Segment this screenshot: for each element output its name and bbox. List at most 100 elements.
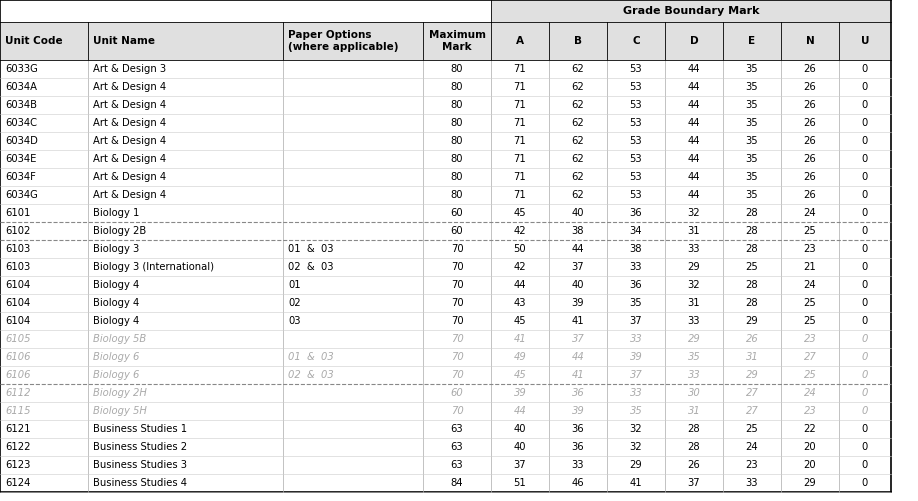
Text: 0: 0: [862, 226, 868, 236]
Text: 28: 28: [745, 244, 758, 254]
Text: 71: 71: [514, 118, 526, 128]
Text: 40: 40: [514, 442, 526, 452]
Text: 24: 24: [803, 280, 816, 290]
Text: 80: 80: [451, 100, 464, 110]
Text: 35: 35: [630, 406, 643, 416]
Text: 26: 26: [803, 136, 816, 146]
Bar: [0, 402, 891, 420]
Text: Biology 3: Biology 3: [93, 244, 140, 254]
Text: 20: 20: [803, 442, 816, 452]
Text: 6105: 6105: [5, 334, 30, 344]
Text: 37: 37: [514, 460, 526, 470]
Bar: [0, 168, 891, 186]
Text: 44: 44: [514, 280, 526, 290]
Text: 44: 44: [688, 190, 700, 200]
Text: 53: 53: [630, 64, 643, 74]
Text: 70: 70: [451, 334, 464, 344]
Text: 0: 0: [862, 370, 868, 380]
Text: 02  &  03: 02 & 03: [288, 370, 334, 380]
Text: 0: 0: [862, 154, 868, 164]
Text: 35: 35: [745, 64, 758, 74]
Text: 35: 35: [745, 190, 758, 200]
Bar: [0, 330, 891, 348]
Text: 53: 53: [630, 118, 643, 128]
Text: 45: 45: [514, 208, 526, 218]
Text: Business Studies 2: Business Studies 2: [93, 442, 187, 452]
Text: Biology 5B: Biology 5B: [93, 334, 146, 344]
Text: Art & Design 4: Art & Design 4: [93, 100, 166, 110]
Text: 36: 36: [572, 424, 585, 434]
Text: Biology 2H: Biology 2H: [93, 388, 147, 398]
Text: 36: 36: [572, 442, 585, 452]
Text: 70: 70: [451, 352, 464, 362]
Text: 44: 44: [572, 352, 585, 362]
Text: Business Studies 4: Business Studies 4: [93, 478, 187, 488]
Text: 70: 70: [451, 406, 464, 416]
Bar: [0, 348, 891, 366]
Text: 62: 62: [572, 64, 585, 74]
Text: 33: 33: [630, 334, 643, 344]
Text: Unit Code: Unit Code: [5, 36, 62, 46]
Text: 32: 32: [630, 442, 643, 452]
Text: Art & Design 4: Art & Design 4: [93, 154, 166, 164]
Text: 01  &  03: 01 & 03: [288, 352, 334, 362]
Text: 71: 71: [514, 190, 526, 200]
Text: 29: 29: [803, 478, 816, 488]
Text: 35: 35: [745, 82, 758, 92]
Text: 0: 0: [862, 244, 868, 254]
Text: 31: 31: [688, 298, 700, 308]
Text: Biology 4: Biology 4: [93, 298, 140, 308]
Text: 70: 70: [451, 280, 464, 290]
Text: 0: 0: [862, 100, 868, 110]
Text: 80: 80: [451, 82, 464, 92]
Text: 71: 71: [514, 100, 526, 110]
Text: 36: 36: [630, 208, 643, 218]
Text: 39: 39: [572, 298, 585, 308]
Bar: [0, 150, 891, 168]
Text: 71: 71: [514, 64, 526, 74]
Text: 6121: 6121: [5, 424, 30, 434]
Text: Paper Options
(where applicable): Paper Options (where applicable): [288, 30, 398, 52]
Text: 0: 0: [862, 316, 868, 326]
Text: 22: 22: [803, 424, 816, 434]
Text: 37: 37: [688, 478, 700, 488]
Text: 29: 29: [745, 370, 758, 380]
Bar: [0, 276, 891, 294]
Text: 36: 36: [572, 388, 585, 398]
Text: C: C: [633, 36, 640, 46]
Bar: [0, 456, 891, 474]
Text: 37: 37: [630, 370, 643, 380]
Text: 35: 35: [688, 352, 700, 362]
Text: 28: 28: [688, 424, 700, 434]
Text: 25: 25: [745, 424, 758, 434]
Bar: [0, 384, 891, 402]
Text: 27: 27: [803, 352, 816, 362]
Text: 6112: 6112: [5, 388, 30, 398]
Text: 0: 0: [862, 478, 868, 488]
Text: 44: 44: [688, 82, 700, 92]
Text: 26: 26: [803, 190, 816, 200]
Text: 28: 28: [745, 298, 758, 308]
Text: 44: 44: [514, 406, 526, 416]
Text: 63: 63: [451, 442, 464, 452]
Text: 29: 29: [745, 316, 758, 326]
Text: 6103: 6103: [5, 262, 30, 272]
Text: 35: 35: [745, 100, 758, 110]
Text: 0: 0: [862, 460, 868, 470]
Text: 53: 53: [630, 136, 643, 146]
Text: 34: 34: [630, 226, 643, 236]
Text: 80: 80: [451, 172, 464, 182]
Text: 35: 35: [630, 298, 643, 308]
Bar: [0, 294, 891, 312]
Text: 0: 0: [862, 190, 868, 200]
Text: 25: 25: [803, 370, 816, 380]
Bar: [0, 204, 891, 222]
Bar: [0, 312, 891, 330]
Text: 35: 35: [745, 136, 758, 146]
Text: 80: 80: [451, 64, 464, 74]
Text: B: B: [574, 36, 582, 46]
Text: 30: 30: [688, 388, 700, 398]
Text: Art & Design 4: Art & Design 4: [93, 118, 166, 128]
Text: 24: 24: [745, 442, 758, 452]
Text: 80: 80: [451, 118, 464, 128]
